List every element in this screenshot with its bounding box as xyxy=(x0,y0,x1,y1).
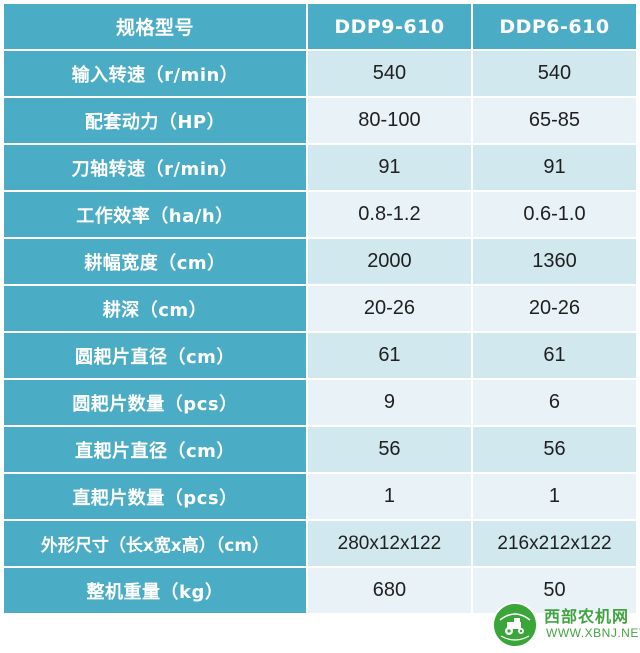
header-model-a-cell: DDP9-610 xyxy=(307,4,471,49)
row-value-a: 91 xyxy=(307,145,471,190)
row-value-a: 9 xyxy=(307,380,471,425)
row-value-b: 20-26 xyxy=(472,286,636,331)
row-value-b: 216x212x122 xyxy=(472,521,636,566)
row-value-a: 20-26 xyxy=(307,286,471,331)
row-value-a: 80-100 xyxy=(307,98,471,143)
spec-table: 规格型号 DDP9-610 DDP6-610 输入转速（r/min） 540 5… xyxy=(2,2,638,615)
table-row: 整机重量（kg） 680 50 xyxy=(4,568,636,613)
row-value-a: 540 xyxy=(307,51,471,96)
row-value-b: 6 xyxy=(472,380,636,425)
row-label: 配套动力（HP） xyxy=(4,98,306,143)
header-label-cell: 规格型号 xyxy=(4,4,306,49)
row-value-a: 61 xyxy=(307,333,471,378)
row-label: 耕深（cm） xyxy=(4,286,306,331)
row-label: 直耙片直径（cm） xyxy=(4,427,306,472)
table-row: 输入转速（r/min） 540 540 xyxy=(4,51,636,96)
row-label: 耕幅宽度（cm） xyxy=(4,239,306,284)
row-label: 刀轴转速（r/min） xyxy=(4,145,306,190)
header-row: 规格型号 DDP9-610 DDP6-610 xyxy=(4,4,636,49)
table-row: 直耙片直径（cm） 56 56 xyxy=(4,427,636,472)
row-value-b: 0.6-1.0 xyxy=(472,192,636,237)
table-row: 耕深（cm） 20-26 20-26 xyxy=(4,286,636,331)
row-value-b: 61 xyxy=(472,333,636,378)
row-value-a: 1 xyxy=(307,474,471,519)
row-label: 外形尺寸（长x宽x高）（cm） xyxy=(4,521,306,566)
row-value-b: 1360 xyxy=(472,239,636,284)
row-value-b: 540 xyxy=(472,51,636,96)
row-value-b: 91 xyxy=(472,145,636,190)
table-row: 直耙片数量（pcs） 1 1 xyxy=(4,474,636,519)
table-row: 圆耙片直径（cm） 61 61 xyxy=(4,333,636,378)
row-value-b: 50 xyxy=(472,568,636,613)
table-row: 外形尺寸（长x宽x高）（cm） 280x12x122 216x212x122 xyxy=(4,521,636,566)
row-label: 输入转速（r/min） xyxy=(4,51,306,96)
table-row: 配套动力（HP） 80-100 65-85 xyxy=(4,98,636,143)
row-value-b: 1 xyxy=(472,474,636,519)
row-label: 圆耙片直径（cm） xyxy=(4,333,306,378)
table-row: 工作效率（ha/h） 0.8-1.2 0.6-1.0 xyxy=(4,192,636,237)
header-model-b-cell: DDP6-610 xyxy=(472,4,636,49)
row-value-a: 2000 xyxy=(307,239,471,284)
row-value-a: 680 xyxy=(307,568,471,613)
row-label: 圆耙片数量（pcs） xyxy=(4,380,306,425)
row-value-a: 0.8-1.2 xyxy=(307,192,471,237)
watermark-site-url: WWW.XBNJ.NET xyxy=(546,626,640,640)
row-label: 整机重量（kg） xyxy=(4,568,306,613)
row-label: 直耙片数量（pcs） xyxy=(4,474,306,519)
table-row: 耕幅宽度（cm） 2000 1360 xyxy=(4,239,636,284)
table-row: 圆耙片数量（pcs） 9 6 xyxy=(4,380,636,425)
row-label: 工作效率（ha/h） xyxy=(4,192,306,237)
row-value-b: 65-85 xyxy=(472,98,636,143)
row-value-a: 280x12x122 xyxy=(307,521,471,566)
row-value-b: 56 xyxy=(472,427,636,472)
row-value-a: 56 xyxy=(307,427,471,472)
table-row: 刀轴转速（r/min） 91 91 xyxy=(4,145,636,190)
